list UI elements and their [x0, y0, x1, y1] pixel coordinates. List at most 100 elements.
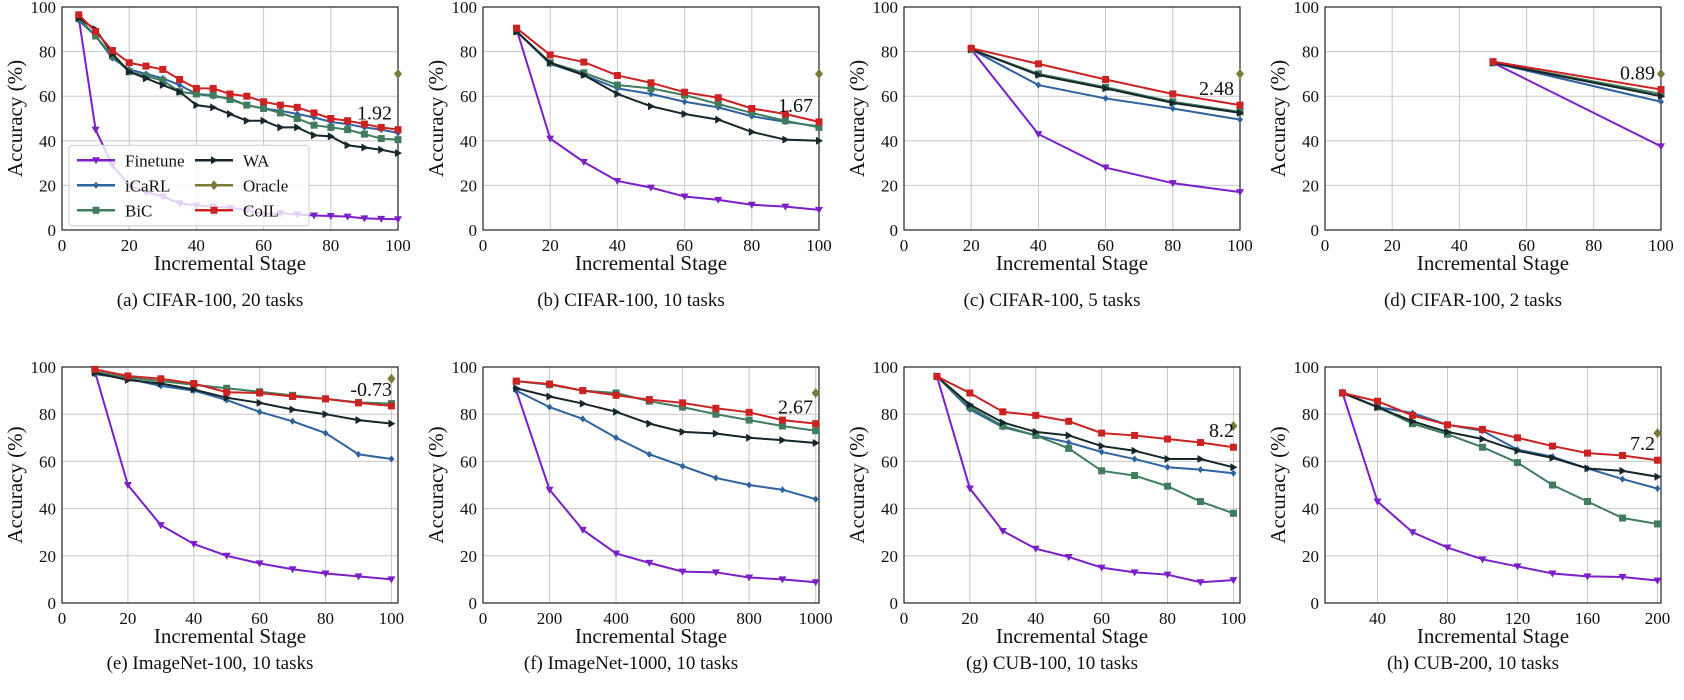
subplot-caption: (e) ImageNet-100, 10 tasks [107, 653, 314, 674]
y-tick-label: 0 [469, 594, 478, 613]
data-point [647, 184, 655, 192]
plot-frame [482, 366, 820, 604]
data-point [1619, 514, 1626, 522]
data-point [243, 101, 251, 109]
x-tick-label: 80 [1585, 236, 1602, 255]
data-point [92, 28, 100, 36]
data-point [1196, 579, 1205, 587]
y-tick-label: 0 [1311, 594, 1320, 613]
data-point [1444, 427, 1452, 436]
data-point [1443, 544, 1452, 552]
data-point [1035, 71, 1043, 80]
subplot-b: 0 20 40 60 80 100 0 20 40 60 80 100 Incremental Stag… [424, 0, 832, 311]
x-tick-label: 80 [1439, 609, 1456, 628]
data-point [1196, 439, 1204, 447]
series-oracle [811, 387, 820, 398]
x-tick-label: 100 [1227, 236, 1253, 255]
data-point [1583, 573, 1592, 581]
data-point [360, 130, 368, 138]
data-point [1031, 545, 1040, 553]
data-point [746, 481, 753, 489]
subplot-caption: (b) CIFAR-100, 10 tasks [537, 290, 725, 311]
data-point [1374, 403, 1382, 412]
data-point [1584, 449, 1591, 457]
x-tick-label: 60 [1097, 236, 1114, 255]
data-point [226, 96, 234, 104]
series-bic [513, 28, 823, 131]
data-point [289, 405, 297, 414]
data-point [387, 576, 396, 584]
data-point [714, 94, 722, 102]
series-coil [1339, 389, 1661, 464]
y-tick-label: 100 [873, 358, 899, 377]
legend-marker [93, 181, 99, 189]
series-line [515, 389, 816, 501]
data-point [712, 474, 719, 482]
data-point [1478, 556, 1487, 564]
data-point [1236, 68, 1244, 79]
data-point [1065, 444, 1073, 452]
x-tick-label: 0 [1321, 236, 1330, 255]
data-point [712, 410, 720, 418]
x-axis-label: Incremental Stage [996, 251, 1148, 275]
data-point [1408, 529, 1417, 537]
data-point [579, 158, 588, 166]
data-point [108, 46, 116, 54]
series-wa [513, 384, 820, 447]
y-tick-label: 80 [881, 405, 898, 424]
x-tick-label: 60 [1518, 236, 1535, 255]
data-point [679, 462, 686, 470]
improvement-annotation: 2.48 [1199, 78, 1234, 100]
series-line [515, 27, 820, 123]
subplot-d: 0 20 40 60 80 100 0 20 40 60 80 100 Incremental Stag… [1266, 0, 1674, 311]
y-tick-label: 20 [1302, 547, 1319, 566]
data-point [747, 201, 756, 209]
improvement-annotation: -0.73 [350, 379, 392, 401]
x-tick-label: 80 [1164, 236, 1181, 255]
legend-marker [92, 206, 100, 214]
data-point [1168, 180, 1177, 188]
series-line [94, 368, 392, 407]
data-point [387, 402, 395, 410]
data-point [966, 400, 974, 409]
data-point [355, 450, 362, 458]
x-axis-label: Incremental Stage [1417, 624, 1569, 648]
data-point [1169, 98, 1177, 107]
data-point [124, 372, 132, 380]
data-point [193, 101, 201, 110]
data-point [327, 132, 335, 141]
series-line [516, 380, 816, 432]
plot-frame [903, 6, 1241, 231]
data-point [1163, 571, 1172, 579]
series-line [1492, 61, 1662, 148]
y-tick-label: 60 [881, 452, 898, 471]
data-point [1230, 469, 1237, 477]
data-point [648, 90, 654, 98]
data-point [1169, 104, 1176, 112]
data-point [748, 127, 756, 136]
data-point [1479, 443, 1486, 451]
x-tick-label: 100 [1648, 236, 1674, 255]
data-point [967, 44, 975, 52]
data-point [276, 109, 284, 117]
data-point [1409, 417, 1417, 426]
x-tick-label: 40 [609, 236, 626, 255]
data-point [1654, 456, 1661, 464]
y-axis-label: Accuracy (%) [424, 60, 448, 177]
y-axis-label: Accuracy (%) [1266, 426, 1290, 543]
x-tick-label: 0 [58, 609, 67, 628]
data-point [159, 81, 167, 90]
data-point [812, 495, 819, 503]
data-point [1065, 417, 1073, 425]
data-point [778, 422, 786, 430]
data-point [613, 177, 622, 185]
data-point [679, 427, 687, 436]
data-point [681, 88, 689, 96]
data-point [1339, 389, 1346, 397]
data-point [646, 419, 654, 428]
plot-frame [61, 6, 399, 231]
data-point [395, 149, 402, 158]
y-tick-label: 100 [452, 0, 478, 17]
x-tick-label: 40 [185, 609, 202, 628]
